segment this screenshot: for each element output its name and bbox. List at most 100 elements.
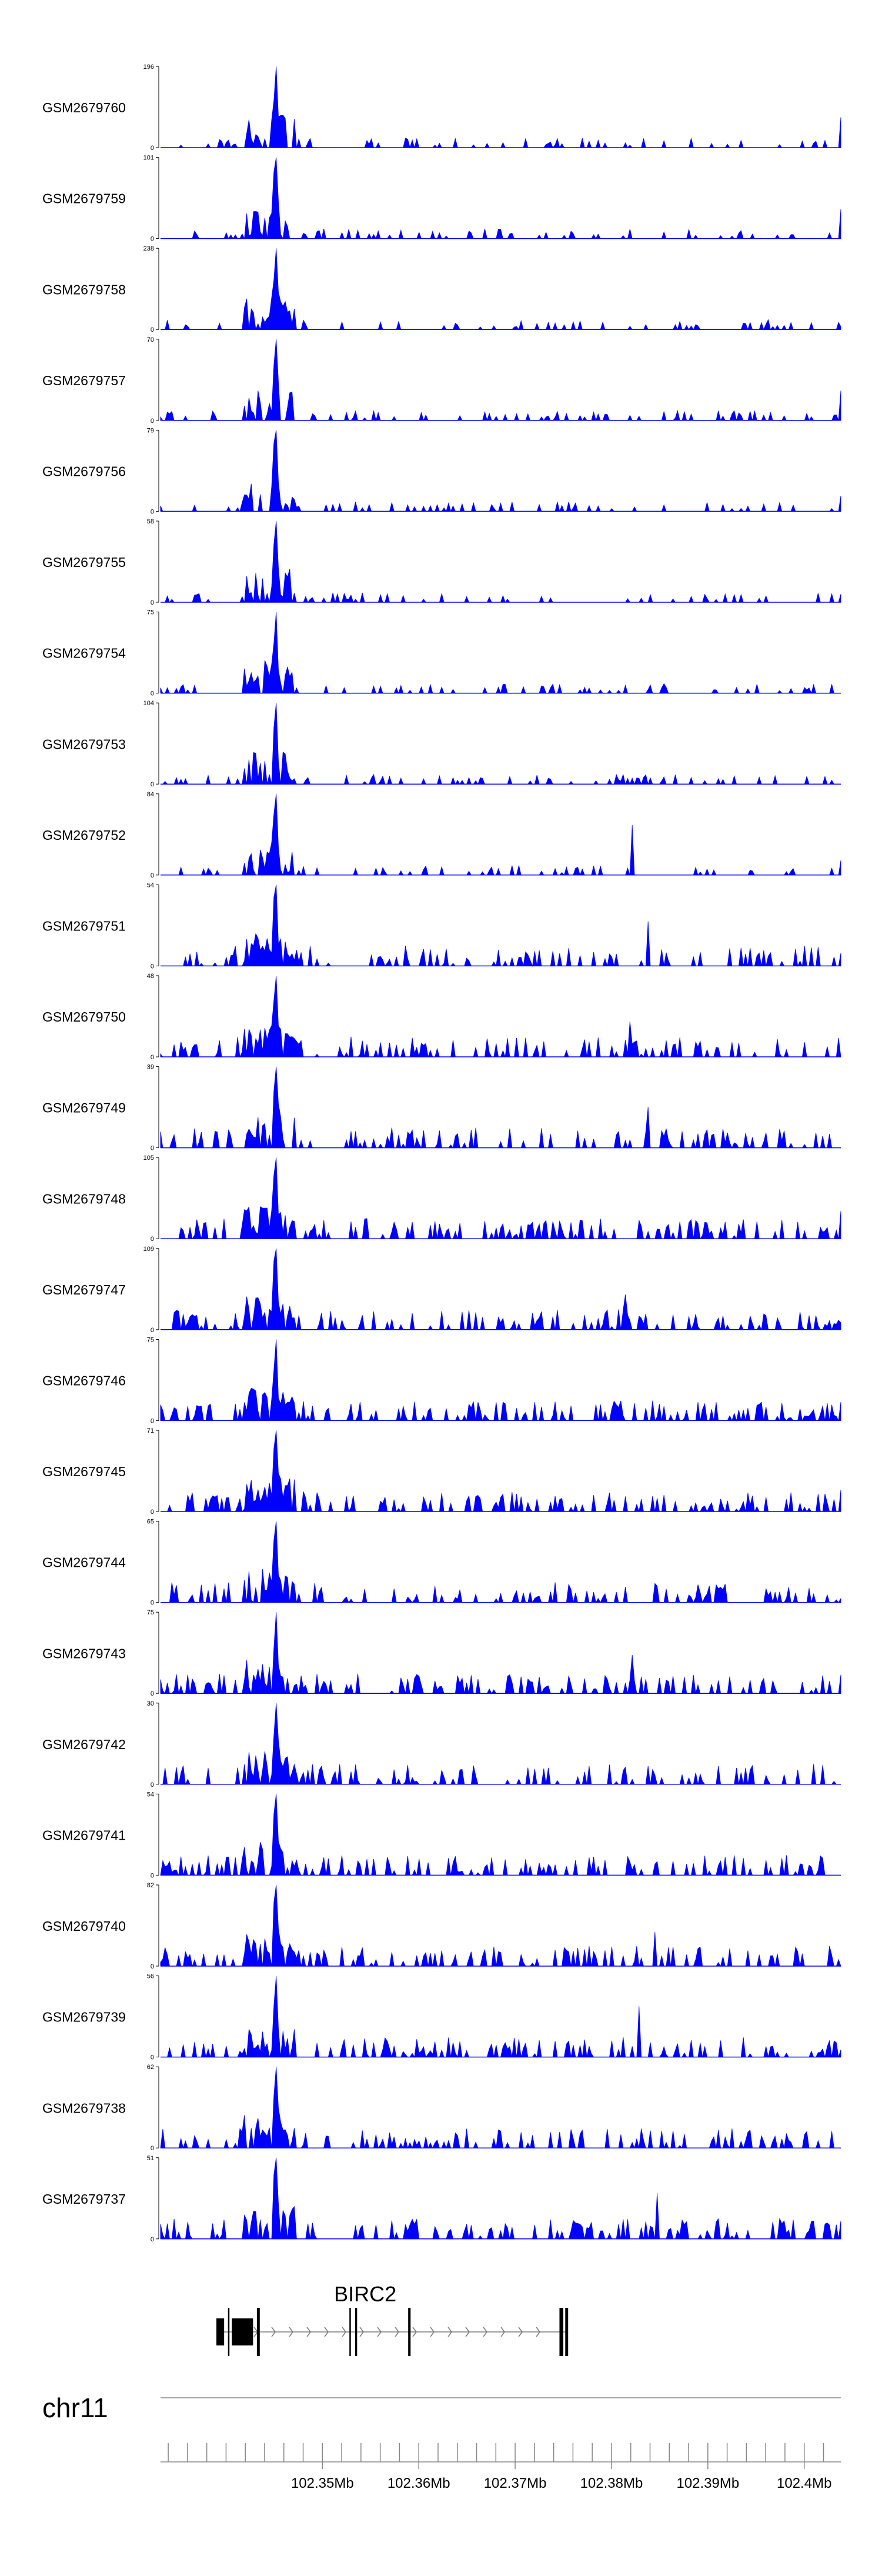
x-tick-label: 102.4Mb: [777, 2475, 831, 2491]
gene-name-label: BIRC2: [334, 2282, 396, 2306]
coverage-area: [161, 703, 841, 785]
strand-arrow: [465, 2327, 470, 2337]
y-max-label: 101: [143, 155, 154, 162]
coverage-track: GSM2679738 62 0: [42, 2064, 841, 2152]
coverage-track: GSM2679753 104 0: [42, 700, 841, 788]
gene-track: BIRC2: [216, 2282, 569, 2356]
track-label: GSM2679753: [42, 736, 126, 752]
coverage-track: GSM2679757 70 0: [42, 336, 841, 425]
track-label: GSM2679752: [42, 827, 126, 843]
y-min-label: 0: [151, 1054, 154, 1061]
coverage-area: [161, 1430, 841, 1513]
coverage-track: GSM2679741 54 0: [42, 1791, 841, 1879]
y-min-label: 0: [151, 326, 154, 333]
coverage-track: GSM2679758 238 0: [42, 245, 841, 333]
track-label: GSM2679759: [42, 191, 126, 206]
coverage-track: GSM2679748 105 0: [42, 1154, 841, 1243]
genome-axis-track: chr11 102.35Mb 102.36Mb 102.37Mb 102.38Mb 102…: [42, 2393, 841, 2491]
track-label: GSM2679743: [42, 1646, 126, 1661]
x-tick-label: 102.39Mb: [676, 2475, 739, 2491]
coverage-area: [161, 520, 841, 603]
coverage-area: [160, 339, 841, 422]
y-max-label: 104: [143, 700, 154, 707]
y-max-label: 54: [147, 1791, 154, 1798]
coverage-track: GSM2679760 196 0: [42, 64, 841, 152]
coverage-track: GSM2679743 75 0: [42, 1609, 841, 1697]
exon: [565, 2308, 569, 2356]
y-min-label: 0: [151, 418, 154, 425]
track-label: GSM2679746: [42, 1373, 126, 1388]
strand-arrow: [271, 2327, 276, 2337]
strand-arrow: [500, 2327, 505, 2337]
coverage-track: GSM2679746 75 0: [42, 1336, 841, 1424]
coverage-track: GSM2679740 82 0: [42, 1882, 841, 1970]
coverage-area: [160, 1884, 841, 1967]
y-max-label: 71: [147, 1427, 154, 1434]
coverage-area: [161, 793, 841, 876]
track-label: GSM2679741: [42, 1827, 126, 1843]
track-label: GSM2679760: [42, 100, 126, 115]
coverage-track: GSM2679755 58 0: [42, 518, 841, 606]
x-tick-label: 102.35Mb: [291, 2475, 354, 2491]
track-label: GSM2679748: [42, 1191, 126, 1206]
exon: [232, 2318, 253, 2345]
y-min-label: 0: [151, 1690, 154, 1697]
coverage-area: [160, 612, 841, 695]
coverage-area: [161, 66, 841, 149]
coverage-track: GSM2679745 71 0: [42, 1427, 841, 1516]
exon: [256, 2308, 260, 2356]
y-min-label: 0: [151, 963, 154, 970]
y-max-label: 39: [147, 1064, 154, 1071]
y-min-label: 0: [151, 1417, 154, 1424]
coverage-track: GSM2679737 51 0: [42, 2155, 841, 2243]
strand-arrow: [395, 2327, 399, 2337]
coverage-track: GSM2679752 84 0: [42, 791, 841, 879]
coverage-area: [160, 430, 841, 512]
track-label: GSM2679755: [42, 555, 126, 570]
strand-arrow: [518, 2327, 523, 2337]
y-min-label: 0: [151, 1145, 154, 1152]
track-label: GSM2679757: [42, 373, 126, 388]
coverage-area: [161, 1703, 841, 1786]
strand-arrow: [412, 2327, 417, 2337]
track-label: GSM2679754: [42, 646, 126, 661]
y-min-label: 0: [151, 1600, 154, 1607]
coverage-track: GSM2679750 48 0: [42, 973, 841, 1061]
track-label: GSM2679749: [42, 1100, 126, 1116]
track-label: GSM2679737: [42, 2191, 126, 2207]
y-max-label: 79: [147, 427, 154, 434]
y-min-label: 0: [151, 781, 154, 788]
strand-arrow: [342, 2327, 346, 2337]
track-label: GSM2679742: [42, 1737, 126, 1752]
coverage-track: GSM2679739 56 0: [42, 1973, 841, 2061]
y-max-label: 70: [147, 336, 154, 343]
coverage-area: [160, 2157, 841, 2240]
track-label: GSM2679740: [42, 1918, 126, 1934]
strand-arrow: [536, 2327, 540, 2337]
exon: [216, 2318, 225, 2345]
y-max-label: 75: [147, 1609, 154, 1616]
coverage-tracks: GSM2679760 196 0 GSM2679759 101 0 GSM2679758 23…: [42, 64, 841, 2243]
coverage-area: [161, 1248, 841, 1331]
y-max-label: 56: [147, 1973, 154, 1980]
y-max-label: 65: [147, 1519, 154, 1526]
coverage-area: [160, 1794, 841, 1876]
strand-arrow: [359, 2327, 364, 2337]
strand-arrow: [306, 2327, 311, 2337]
coverage-area: [161, 248, 841, 331]
strand-arrow: [377, 2327, 382, 2337]
y-max-label: 75: [147, 609, 154, 616]
x-tick-label: 102.36Mb: [387, 2475, 450, 2491]
y-max-label: 75: [147, 1336, 154, 1343]
y-min-label: 0: [151, 1236, 154, 1243]
coverage-track: GSM2679742 30 0: [42, 1700, 841, 1788]
coverage-area: [160, 2067, 841, 2149]
y-min-label: 0: [151, 1781, 154, 1788]
coverage-area: [160, 1066, 841, 1149]
y-max-label: 238: [143, 245, 154, 252]
y-min-label: 0: [151, 1327, 154, 1334]
y-min-label: 0: [151, 145, 154, 152]
coverage-track: GSM2679749 39 0: [42, 1064, 841, 1152]
exon: [355, 2308, 358, 2356]
